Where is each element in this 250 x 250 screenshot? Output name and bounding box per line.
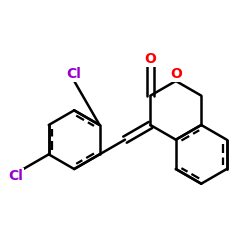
Text: Cl: Cl [67,67,82,81]
Text: O: O [144,52,156,66]
Text: Cl: Cl [8,169,23,183]
Text: O: O [170,67,182,81]
